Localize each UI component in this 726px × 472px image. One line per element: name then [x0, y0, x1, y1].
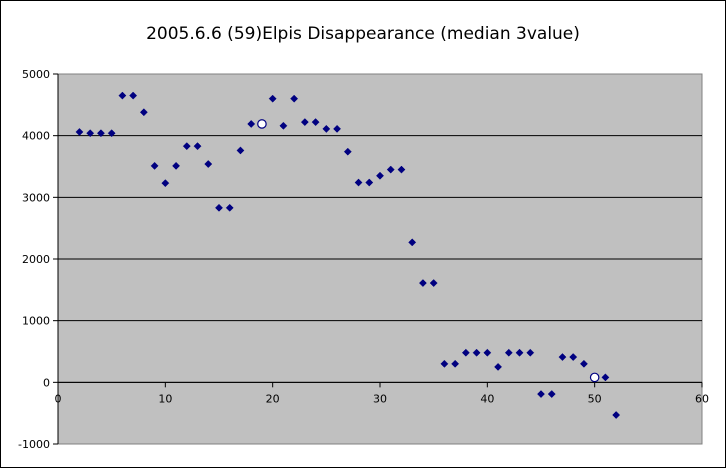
data-point	[161, 179, 170, 188]
data-point	[96, 129, 105, 138]
data-point-open	[257, 119, 267, 129]
data-point-open	[589, 372, 600, 383]
data-point	[322, 124, 331, 133]
data-point	[290, 94, 299, 103]
data-point	[300, 118, 309, 127]
x-tick-label: 0	[55, 392, 62, 405]
y-tick-label: 4000	[22, 130, 50, 143]
y-tick-label: 5000	[22, 68, 50, 81]
x-tick-label: 30	[373, 392, 387, 405]
data-point	[376, 171, 384, 180]
data-point	[365, 178, 374, 187]
data-point	[215, 203, 223, 212]
data-point	[129, 91, 138, 100]
data-point	[440, 359, 449, 368]
data-point	[354, 178, 363, 187]
data-point	[494, 362, 503, 371]
data-point	[579, 359, 588, 368]
data-point	[558, 353, 567, 362]
data-point	[461, 348, 470, 357]
x-tick-label: 10	[158, 392, 172, 405]
data-point	[236, 146, 245, 155]
data-point	[537, 390, 545, 399]
data-point	[333, 124, 342, 133]
data-point	[75, 128, 84, 136]
data-point	[397, 165, 406, 174]
y-axis: -1000 0 1000 2000 3000 4000 5000	[18, 68, 59, 451]
y-tick-label: 2000	[22, 253, 50, 266]
data-point	[268, 94, 277, 103]
data-point	[515, 348, 524, 357]
data-point	[386, 165, 395, 174]
data-point	[172, 161, 181, 170]
data-point	[182, 142, 191, 151]
x-tick-label: 60	[695, 392, 709, 405]
data-point	[601, 373, 610, 382]
x-tick-label: 50	[588, 392, 602, 405]
data-point	[150, 161, 159, 170]
data-point	[193, 142, 202, 151]
data-point	[86, 129, 95, 138]
data-point	[451, 359, 460, 368]
x-tick-label: 40	[480, 392, 494, 405]
y-tick-label: -1000	[18, 438, 50, 451]
data-point	[118, 91, 127, 100]
data-point	[311, 118, 320, 127]
x-tick-label: 20	[266, 392, 280, 405]
data-point	[429, 279, 438, 288]
data-point	[279, 121, 288, 130]
chart-title: 2005.6.6 (59)Elpis Disappearance (median…	[146, 24, 580, 44]
data-point	[139, 108, 148, 117]
data-point	[569, 353, 578, 362]
data-point	[418, 279, 427, 288]
y-tick-label: 3000	[22, 191, 50, 204]
data-point	[225, 203, 234, 212]
data-point	[483, 348, 492, 357]
y-tick-label: 0	[43, 376, 50, 389]
data-point	[107, 129, 116, 138]
data-point	[408, 238, 417, 247]
data-point	[504, 348, 513, 357]
data-point	[343, 147, 352, 156]
data-point	[247, 119, 256, 128]
data-point	[612, 411, 621, 419]
data-point	[472, 348, 481, 357]
x-axis: 0 10 20 30 40 50 60	[55, 381, 709, 405]
y-tick-label: 1000	[22, 315, 50, 328]
data-point	[547, 390, 556, 399]
data-markers	[75, 91, 621, 419]
data-point	[526, 348, 535, 357]
data-point	[204, 160, 213, 168]
